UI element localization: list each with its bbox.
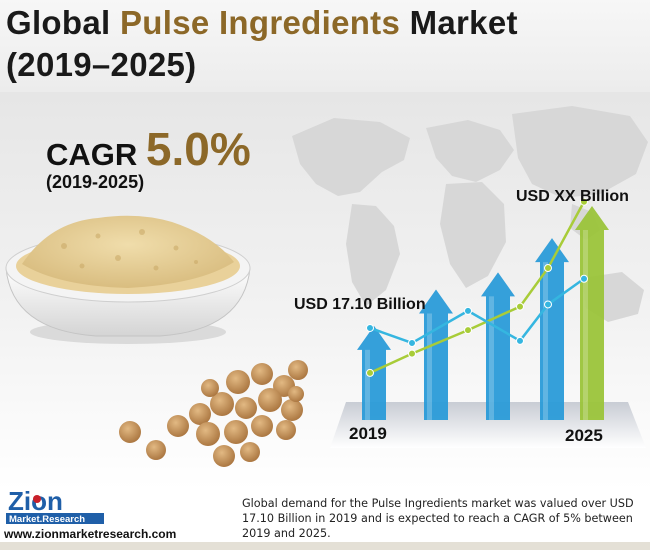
chart-floor	[330, 402, 646, 448]
trend-line-green-point-1	[366, 368, 374, 377]
title-post: Market	[400, 4, 518, 41]
trend-line-blue	[369, 277, 585, 345]
title-band: Global Pulse Ingredients Market (2019–202…	[0, 0, 650, 92]
title-highlight: Pulse Ingredients	[119, 4, 401, 41]
logo-subtitle: Market.Research	[9, 514, 85, 524]
title-pre: Global	[6, 4, 120, 41]
trend-line-green-point-5	[544, 264, 552, 273]
trend-line-blue-point-4	[516, 336, 524, 345]
trend-line-blue-point-6	[580, 274, 588, 283]
annotation-start-value: USD 17.10 Billion	[294, 296, 426, 313]
growth-arrow-4	[535, 238, 569, 420]
growth-arrow-highlight-3	[489, 296, 494, 420]
trend-line-blue-point-1	[366, 323, 374, 332]
trend-line-blue-point-5	[544, 300, 552, 309]
cagr-headline: CAGR 5.0%	[46, 122, 251, 176]
title-years: (2019–2025)	[6, 46, 197, 83]
trend-lines	[366, 197, 588, 377]
growth-arrow-3	[481, 272, 515, 420]
trend-line-blue-point-3	[464, 306, 472, 315]
trend-line-green-point-4	[516, 302, 524, 311]
cagr-label: CAGR	[46, 137, 146, 172]
zion-logo[interactable]: Zion Market.Research	[6, 486, 110, 524]
growth-arrow-2	[419, 289, 453, 420]
logo-ribbon	[6, 513, 104, 524]
website-link[interactable]: www.zionmarketresearch.com	[4, 527, 177, 541]
x-tick-2025: 2025	[565, 426, 603, 445]
logo-dot-icon	[33, 495, 41, 503]
trend-line-green	[369, 201, 586, 375]
cagr-period: (2019-2025)	[46, 172, 145, 192]
trend-line-green-point-2	[408, 349, 416, 358]
page-title: Global Pulse Ingredients Market (2019–202…	[6, 2, 518, 86]
trend-line-green-point-3	[464, 326, 472, 335]
x-tick-2019: 2019	[349, 424, 387, 443]
chickpeas-image	[119, 360, 308, 467]
growth-arrows	[357, 206, 609, 420]
bottom-bar	[0, 542, 650, 550]
growth-arrow-highlight-2	[427, 313, 432, 420]
cagr-value: 5.0%	[145, 123, 251, 175]
growth-arrow-highlight-4	[543, 262, 548, 420]
bowl-of-flour-image	[5, 215, 251, 344]
trend-line-blue-point-2	[408, 338, 416, 347]
trend-line-green-point-6	[580, 197, 588, 206]
growth-arrow-5	[575, 206, 609, 420]
world-map-background	[292, 106, 648, 322]
growth-arrow-highlight-5	[583, 230, 588, 420]
growth-arrow-highlight-1	[365, 349, 370, 420]
annotation-end-value: USD XX Billion	[516, 188, 629, 205]
summary-text: Global demand for the Pulse Ingredients …	[242, 497, 634, 540]
